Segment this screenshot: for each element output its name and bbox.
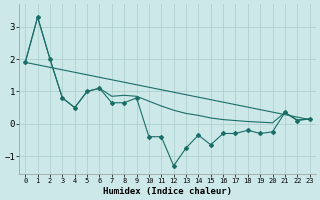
X-axis label: Humidex (Indice chaleur): Humidex (Indice chaleur) bbox=[103, 187, 232, 196]
